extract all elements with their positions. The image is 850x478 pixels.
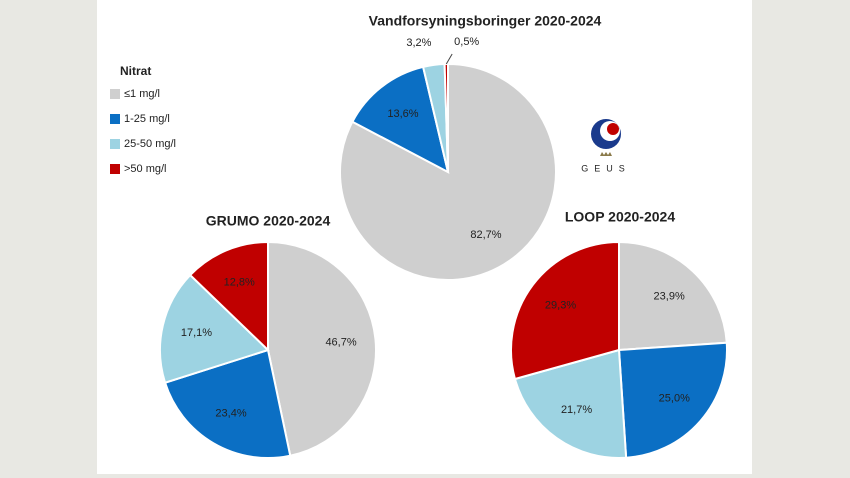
value-label: 23,9% bbox=[654, 290, 685, 302]
legend-swatch bbox=[110, 164, 120, 174]
pie-slice bbox=[163, 348, 292, 459]
pie-title: LOOP 2020-2024 bbox=[565, 209, 675, 225]
pie-slice bbox=[510, 240, 620, 381]
logo bbox=[591, 119, 621, 156]
pie-slice bbox=[618, 240, 728, 352]
pie-title: Vandforsyningsboringer 2020-2024 bbox=[369, 13, 602, 29]
pie-slice bbox=[617, 341, 728, 459]
value-label: 17,1% bbox=[181, 327, 212, 339]
pie-title: GRUMO 2020-2024 bbox=[206, 213, 331, 229]
leader-line bbox=[445, 53, 453, 65]
value-label: 21,7% bbox=[561, 404, 592, 416]
legend-title: Nitrat bbox=[120, 64, 151, 78]
legend-swatch bbox=[110, 89, 120, 99]
value-label: 25,0% bbox=[659, 392, 690, 404]
legend-swatch bbox=[110, 114, 120, 124]
legend-label: ≤1 mg/l bbox=[124, 88, 160, 100]
value-label: 12,8% bbox=[224, 276, 255, 288]
value-label: 13,6% bbox=[387, 108, 418, 120]
pie-slice bbox=[339, 62, 557, 281]
value-label: 29,3% bbox=[545, 299, 576, 311]
pie-slice bbox=[351, 65, 450, 174]
pie-slice bbox=[188, 240, 269, 353]
legend-label: >50 mg/l bbox=[124, 163, 167, 175]
logo-text: GEUS bbox=[581, 163, 631, 173]
value-label: 0,5% bbox=[454, 36, 479, 48]
legend-label: 1-25 mg/l bbox=[124, 113, 170, 125]
legend-swatch bbox=[110, 139, 120, 149]
pie-slice bbox=[159, 273, 270, 384]
value-label: 3,2% bbox=[406, 37, 431, 49]
pie-slice bbox=[267, 240, 377, 457]
value-label: 82,7% bbox=[470, 229, 501, 241]
value-label: 23,4% bbox=[215, 407, 246, 419]
legend-label: 25-50 mg/l bbox=[124, 138, 176, 150]
pie-slice bbox=[513, 348, 628, 459]
value-label: 46,7% bbox=[325, 336, 356, 348]
